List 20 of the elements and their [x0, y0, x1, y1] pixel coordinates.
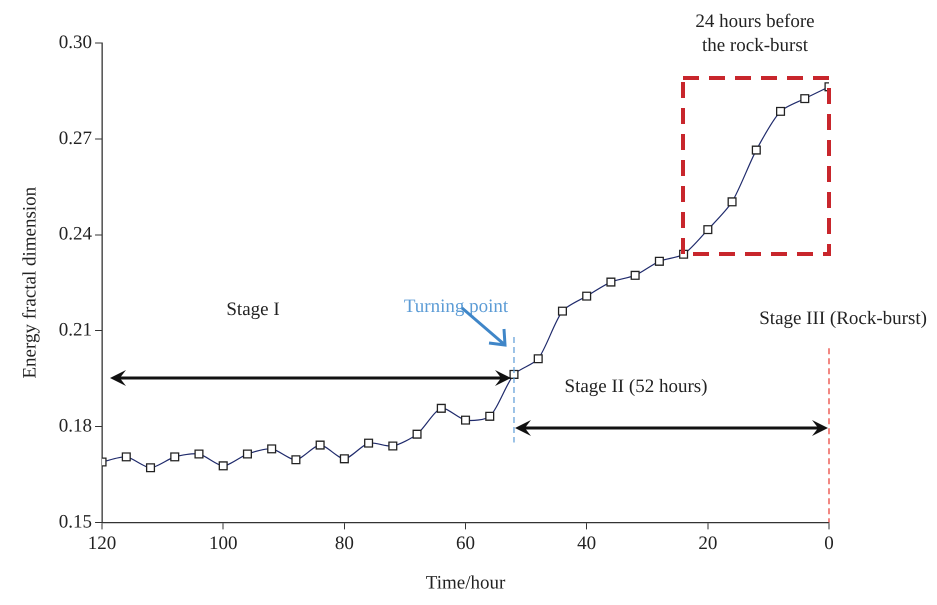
x-axis-title: Time/hour — [426, 572, 506, 594]
annotation: Stage II (52 hours) — [564, 376, 708, 397]
y-tick-label: 0.24 — [58, 224, 93, 245]
annotation: 24 hours before the rock-burst — [695, 10, 815, 56]
x-tick-label: 100 — [208, 532, 238, 554]
y-axis-title: Energy fractal dimension — [19, 186, 40, 379]
x-tick-label: 80 — [334, 532, 354, 554]
annotation: Stage I — [226, 298, 280, 320]
x-tick-label: 60 — [456, 532, 476, 554]
y-tick-label: 0.21 — [58, 320, 92, 341]
y-tick-label: 0.27 — [58, 128, 92, 149]
y-tick-label: 0.15 — [58, 511, 92, 532]
y-tick-label: 0.30 — [58, 32, 92, 53]
ref-line-label: Turning point — [404, 296, 509, 318]
x-tick-label: 120 — [88, 532, 116, 554]
y-tick-label: 0.18 — [58, 416, 92, 437]
x-tick-label: 0 — [824, 532, 834, 554]
x-tick-label: 20 — [698, 532, 718, 554]
annotation: Stage III (Rock-burst) — [759, 308, 927, 329]
x-tick-label: 40 — [577, 532, 596, 554]
